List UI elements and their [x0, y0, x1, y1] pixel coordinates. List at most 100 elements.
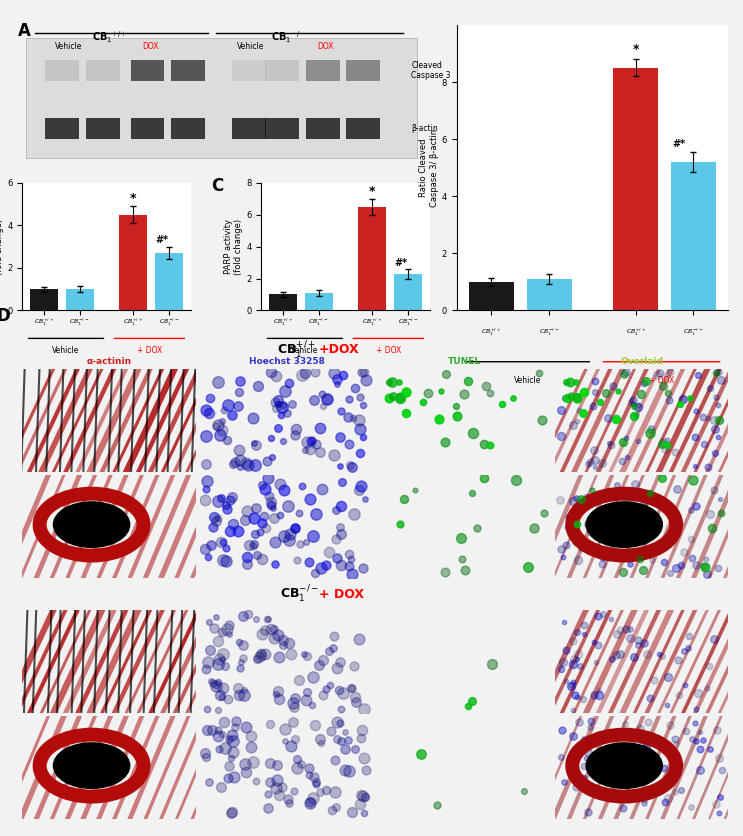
Point — [217, 553, 229, 567]
Point — [223, 760, 235, 773]
Point — [201, 482, 212, 496]
Point — [345, 681, 357, 695]
Point — [320, 683, 332, 696]
Point — [310, 438, 322, 451]
Point — [559, 391, 571, 405]
Point — [638, 796, 650, 809]
Point — [245, 729, 257, 742]
Point — [360, 763, 372, 777]
Point — [704, 382, 716, 395]
Point — [585, 715, 597, 728]
Point — [201, 474, 213, 487]
Point — [324, 678, 336, 691]
Text: $CB_1^{-/-}$: $CB_1^{-/-}$ — [398, 317, 418, 329]
Point — [690, 405, 701, 418]
Point — [575, 499, 587, 512]
Point — [643, 784, 655, 798]
Point — [331, 732, 343, 746]
Point — [279, 722, 291, 736]
Text: #*: #* — [672, 139, 686, 149]
Point — [617, 801, 629, 814]
Point — [602, 411, 614, 425]
Point — [656, 649, 668, 662]
Point — [331, 372, 343, 385]
Point — [210, 419, 222, 432]
Point — [644, 522, 656, 535]
Point — [343, 764, 355, 777]
Point — [571, 415, 583, 428]
Point — [358, 751, 370, 764]
FancyBboxPatch shape — [233, 119, 266, 139]
Point — [251, 548, 263, 561]
Point — [628, 409, 640, 422]
Point — [270, 687, 282, 701]
Text: + DOX: + DOX — [319, 588, 364, 600]
Point — [394, 517, 406, 531]
Point — [346, 681, 358, 695]
Point — [533, 367, 545, 380]
Point — [267, 501, 279, 514]
Point — [522, 560, 533, 573]
Point — [675, 783, 687, 797]
Point — [217, 681, 229, 695]
Point — [510, 474, 522, 487]
Point — [561, 391, 573, 405]
Point — [278, 483, 290, 497]
Point — [226, 729, 238, 742]
Point — [304, 796, 316, 809]
Point — [657, 380, 669, 393]
Point — [272, 397, 284, 410]
Point — [247, 436, 259, 450]
Point — [386, 375, 398, 389]
Point — [644, 732, 656, 745]
Point — [682, 641, 694, 655]
Point — [285, 397, 297, 410]
Point — [239, 683, 250, 696]
Point — [310, 507, 322, 521]
Point — [339, 763, 351, 777]
Point — [635, 388, 647, 401]
Text: $CB_1^{+/+}$: $CB_1^{+/+}$ — [626, 326, 646, 338]
Bar — [394, 273, 422, 310]
Point — [484, 438, 496, 451]
Point — [291, 422, 302, 436]
Point — [575, 541, 587, 554]
Point — [558, 775, 570, 788]
Point — [234, 375, 246, 388]
Point — [554, 493, 566, 507]
Point — [227, 735, 239, 748]
Point — [455, 532, 467, 545]
Point — [572, 648, 584, 661]
Point — [563, 511, 575, 524]
Point — [462, 699, 474, 712]
Point — [713, 807, 725, 820]
Point — [663, 670, 675, 684]
Point — [250, 439, 262, 452]
Point — [638, 637, 650, 650]
Point — [212, 418, 224, 431]
Point — [348, 659, 360, 672]
Point — [226, 408, 238, 421]
Point — [571, 691, 583, 704]
Point — [606, 548, 618, 561]
Point — [570, 780, 582, 793]
Point — [634, 735, 646, 748]
Point — [597, 557, 609, 570]
Point — [315, 737, 327, 750]
Point — [321, 392, 333, 405]
Point — [227, 746, 239, 759]
Point — [307, 791, 319, 804]
Point — [346, 461, 358, 474]
Point — [678, 545, 690, 558]
FancyBboxPatch shape — [346, 60, 380, 81]
Point — [576, 492, 588, 506]
Point — [589, 460, 601, 473]
Point — [270, 782, 282, 795]
Text: $CB_1^{-/-}$: $CB_1^{-/-}$ — [308, 317, 328, 329]
Point — [284, 527, 296, 540]
Point — [357, 789, 369, 803]
Point — [685, 502, 697, 516]
Point — [560, 538, 572, 552]
Point — [568, 742, 580, 755]
Point — [662, 791, 674, 804]
